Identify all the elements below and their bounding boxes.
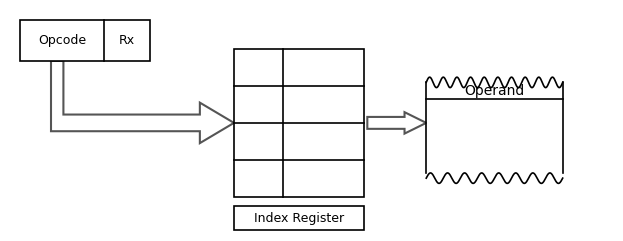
Text: Rx: Rx <box>119 34 135 47</box>
Polygon shape <box>51 61 234 143</box>
Bar <box>234 49 364 197</box>
Text: Opcode: Opcode <box>38 34 86 47</box>
Bar <box>234 206 364 230</box>
Bar <box>20 20 150 61</box>
Text: Index Register: Index Register <box>254 212 344 225</box>
Polygon shape <box>368 112 426 134</box>
Text: Operand: Operand <box>464 84 525 98</box>
